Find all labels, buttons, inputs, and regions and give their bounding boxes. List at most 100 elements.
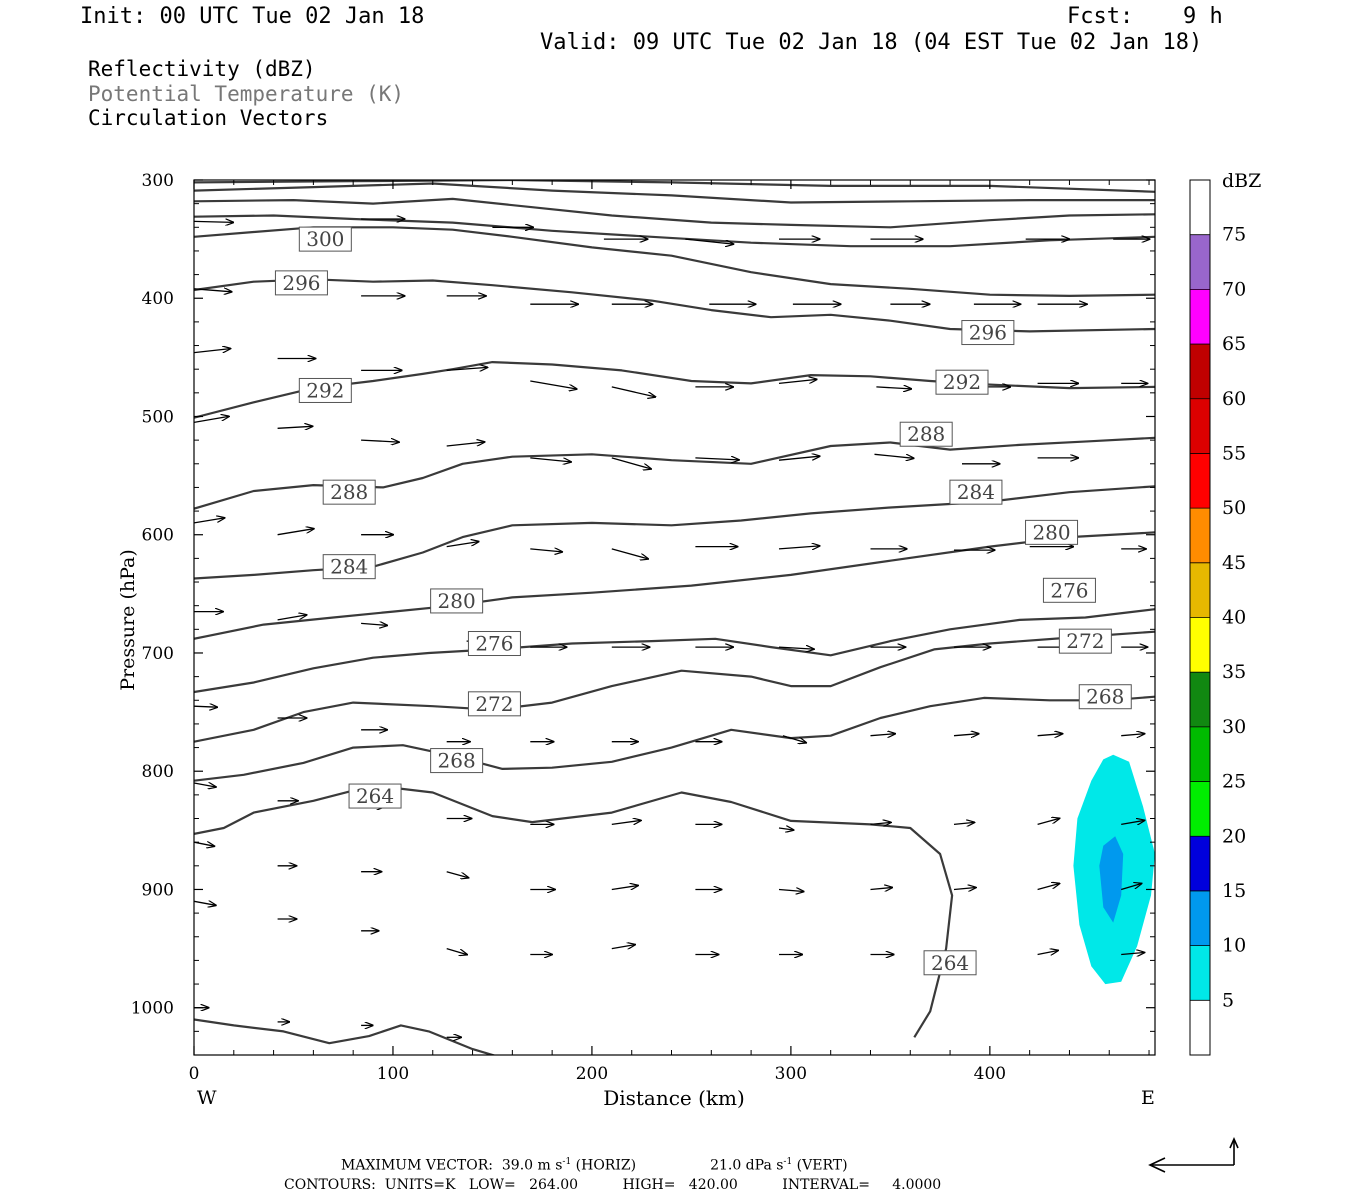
- reflectivity-10dbz-region: [1099, 836, 1124, 923]
- init-time: Init: 00 UTC Tue 02 Jan 18: [80, 4, 425, 29]
- circulation-vector: [1037, 734, 1063, 736]
- plot-frame: [193, 179, 1156, 1056]
- colorbar-swatch: [1190, 398, 1210, 454]
- contour-label: 296: [969, 321, 1007, 345]
- circulation-vector: [611, 548, 648, 559]
- theta-contour-296: [194, 278, 1155, 333]
- x-tick-label: 0: [189, 1064, 200, 1084]
- contour-label: 292: [306, 378, 344, 402]
- colorbar-tick-label: 35: [1222, 661, 1246, 683]
- contour-label: 292: [943, 370, 981, 394]
- colorbar-swatch: [1190, 180, 1210, 235]
- contour-label: 284: [330, 555, 368, 579]
- contour-label-box: [1042, 577, 1096, 603]
- circulation-vector: [1121, 884, 1141, 891]
- contour-info-text: CONTOURS: UNITS=K LOW= 264.00 HIGH= 420.…: [284, 1177, 942, 1193]
- x-tick-label: 100: [377, 1064, 409, 1084]
- circulation-vector: [778, 647, 814, 649]
- theta-contour-272: [194, 630, 1155, 743]
- y-axis-title: Pressure (hPa): [117, 549, 139, 691]
- colorbar-tick-label: 5: [1222, 989, 1234, 1011]
- colorbar-tick-label: 45: [1222, 552, 1246, 574]
- contour-label-box: [935, 369, 989, 395]
- contour-label-box: [899, 421, 953, 447]
- contour-label: 264: [931, 951, 969, 975]
- circulation-vector: [778, 890, 804, 892]
- colorbar-tick-label: 75: [1222, 224, 1246, 246]
- circulation-vector: [953, 734, 979, 736]
- colorbar-title: dBZ: [1222, 170, 1261, 192]
- circulation-vector: [870, 822, 891, 824]
- circulation-vector: [194, 706, 217, 707]
- circulation-vector: [611, 886, 638, 890]
- x-axis-east-label: E: [1141, 1087, 1155, 1109]
- contour-label-box: [430, 748, 484, 774]
- circulation-vector: [446, 542, 479, 548]
- contour-label-box: [1025, 519, 1079, 545]
- circulation-vector: [361, 623, 387, 625]
- colorbar-swatch: [1190, 945, 1210, 1001]
- colorbar-tick-label: 30: [1222, 716, 1246, 738]
- contour-label: 300: [306, 227, 344, 251]
- field-vectors-label: Circulation Vectors: [88, 106, 329, 130]
- colorbar-tick-label: 65: [1222, 333, 1246, 355]
- axes: 300 400 500 600 700 800 900 1000 0 100 200 300 400: [131, 171, 1155, 1084]
- circulation-vector: [277, 426, 313, 428]
- circulation-vector: [611, 945, 635, 949]
- circulation-vector: [611, 386, 656, 397]
- circulation-vector: [194, 349, 230, 354]
- theta-contour-layer: [194, 180, 1155, 1055]
- max-vector-horiz-label: (HORIZ): [571, 1157, 637, 1174]
- circulation-vector: [194, 416, 229, 424]
- colorbar-tick-label: 55: [1222, 442, 1246, 464]
- circulation-vector: [953, 888, 976, 890]
- x-tick-label: 300: [775, 1064, 807, 1084]
- contour-label-box: [923, 950, 977, 976]
- colorbar-tick-label: 20: [1222, 825, 1246, 847]
- max-vector-text: MAXIMUM VECTOR: 39.0 m s-1 (HORIZ) 21.0 d…: [341, 1158, 848, 1173]
- colorbar-tick-label: 40: [1222, 607, 1246, 629]
- circulation-vector: [530, 380, 576, 389]
- colorbar-swatch: [1190, 1000, 1210, 1055]
- circulation-vector: [695, 458, 739, 460]
- circulation-vector: [778, 456, 820, 461]
- circulation-vector: [194, 901, 216, 905]
- x-axis-west-label: W: [197, 1087, 217, 1109]
- circulation-vector: [874, 453, 914, 458]
- circulation-vector: [870, 734, 896, 736]
- reflectivity-layer: [1073, 754, 1155, 985]
- valid-time: Valid: 09 UTC Tue 02 Jan 18 (04 EST Tue …: [540, 30, 1203, 55]
- forecast-label: Fcst:: [1067, 4, 1134, 29]
- contour-label: 288: [907, 422, 945, 446]
- colorbar-swatch: [1190, 726, 1210, 782]
- colorbar-swatch: [1190, 836, 1210, 891]
- contour-label: 296: [282, 271, 320, 295]
- circulation-vector: [778, 546, 820, 549]
- contour-label-box: [949, 479, 1003, 505]
- theta-contour-264: [194, 784, 954, 1038]
- colorbar-swatch: [1190, 508, 1210, 563]
- circulation-vector: [1037, 884, 1060, 891]
- y-tick-label: 900: [142, 880, 174, 900]
- circulation-vector: [876, 387, 911, 389]
- x-axis-title: Distance (km): [603, 1086, 745, 1110]
- circulation-vector: [446, 442, 485, 447]
- circulation-vector: [277, 615, 307, 621]
- theta-contour-264: [194, 1018, 497, 1055]
- contour-label-box: [1078, 684, 1132, 710]
- y-tick-label: 700: [142, 644, 174, 664]
- circulation-vector: [1121, 953, 1144, 955]
- contour-label: 268: [1086, 685, 1124, 709]
- contour-label: 288: [330, 480, 368, 504]
- circulation-vector: [778, 828, 794, 830]
- circulation-vector: [194, 783, 216, 787]
- colorbar-tick-label: 10: [1222, 935, 1246, 957]
- contour-label-layer: 300 296 296 292 292 288 288 284 284 280 280 276 276 2…: [274, 226, 1132, 976]
- contour-label-box: [348, 783, 402, 809]
- contour-label-box: [298, 377, 352, 403]
- theta-contour-308: [194, 197, 1155, 229]
- colorbar-swatch: [1190, 781, 1210, 837]
- contour-label: 284: [957, 480, 995, 504]
- y-tick-label: 1000: [131, 999, 174, 1019]
